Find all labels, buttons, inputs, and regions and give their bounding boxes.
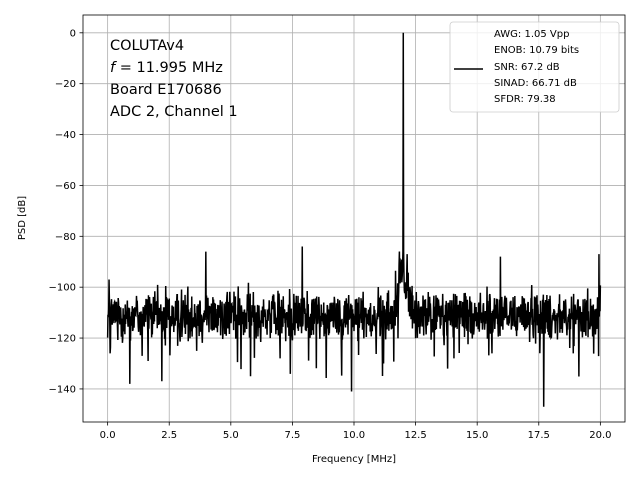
plot-area bbox=[106, 32, 602, 407]
y-tick-label: −40 bbox=[55, 130, 76, 141]
legend-entry-enob: ENOB: 10.79 bits bbox=[494, 45, 579, 56]
y-axis-label: PSD [dB] bbox=[17, 196, 28, 240]
x-axis-label: Frequency [MHz] bbox=[312, 454, 396, 465]
legend-entry-snr: SNR: 67.2 dB bbox=[494, 62, 560, 73]
annotation-line-1: COLUTAv4 bbox=[110, 38, 184, 54]
x-tick-label: 15.0 bbox=[466, 430, 488, 441]
annotation-frequency-symbol: f bbox=[110, 60, 117, 76]
x-tick-label: 2.5 bbox=[161, 430, 177, 441]
grid-lines bbox=[83, 15, 625, 422]
x-tick-label: 20.0 bbox=[589, 430, 611, 441]
y-tick-label: −100 bbox=[49, 283, 76, 294]
y-tick-label: −20 bbox=[55, 79, 76, 90]
annotation-line-2: f = 11.995 MHz bbox=[110, 60, 223, 76]
x-tick-label: 7.5 bbox=[284, 430, 300, 441]
legend: AWG: 1.05 Vpp ENOB: 10.79 bits SNR: 67.2… bbox=[449, 21, 620, 113]
y-tick-label: 0 bbox=[70, 28, 76, 39]
x-tick-label: 12.5 bbox=[404, 430, 426, 441]
y-tick-label: −140 bbox=[49, 384, 76, 395]
x-tick-label: 0.0 bbox=[100, 430, 116, 441]
y-tick-label: −60 bbox=[55, 181, 76, 192]
annotation-block: COLUTAv4 f = 11.995 MHz Board E170686 AD… bbox=[110, 38, 238, 120]
y-axis-ticks: 0 −20 −40 −60 −80 −100 −120 −140 bbox=[49, 28, 83, 395]
legend-box bbox=[449, 21, 620, 113]
x-tick-label: 17.5 bbox=[528, 430, 550, 441]
y-tick-label: −80 bbox=[55, 232, 76, 243]
x-tick-label: 10.0 bbox=[343, 430, 365, 441]
annotation-line-3: Board E170686 bbox=[110, 82, 222, 98]
x-axis-ticks: 0.0 2.5 5.0 7.5 10.0 12.5 15.0 17.5 20.0 bbox=[100, 422, 611, 441]
y-tick-label: −120 bbox=[49, 334, 76, 345]
annotation-line-4: ADC 2, Channel 1 bbox=[110, 104, 238, 120]
legend-entry-sfdr: SFDR: 79.38 bbox=[494, 94, 556, 105]
psd-series-line bbox=[106, 32, 602, 407]
annotation-frequency-value: = 11.995 MHz bbox=[115, 60, 223, 76]
legend-entry-sinad: SINAD: 66.71 dB bbox=[494, 78, 577, 89]
legend-entry-awg: AWG: 1.05 Vpp bbox=[494, 29, 569, 40]
x-tick-label: 5.0 bbox=[223, 430, 239, 441]
